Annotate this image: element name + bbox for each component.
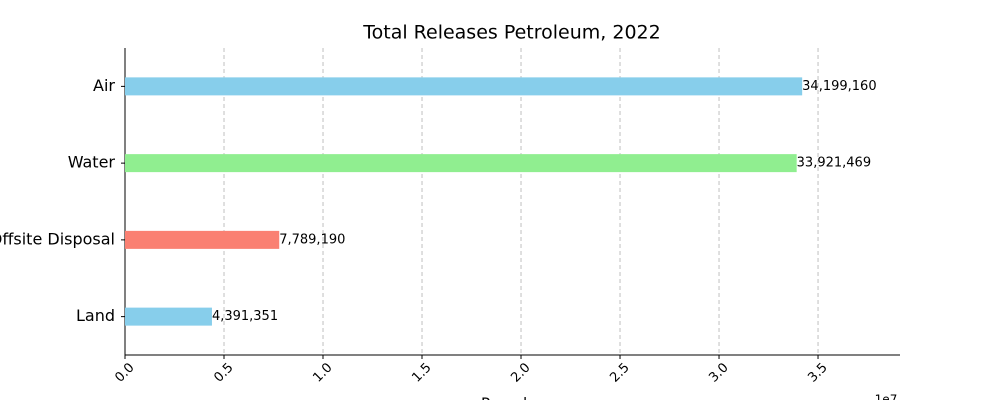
x-tick-label: 0.0 bbox=[112, 360, 137, 385]
y-tick-label: Water bbox=[68, 153, 116, 172]
x-tick-label: 0.5 bbox=[211, 360, 236, 385]
x-offset-label: 1e7 bbox=[875, 393, 898, 400]
value-label: 7,789,190 bbox=[279, 232, 345, 247]
value-label: 34,199,160 bbox=[802, 79, 876, 94]
chart-title: Total Releases Petroleum, 2022 bbox=[362, 22, 660, 44]
bar bbox=[125, 77, 803, 96]
x-tick-label: 3.5 bbox=[805, 360, 830, 385]
value-label: 33,921,469 bbox=[797, 156, 871, 171]
bar bbox=[125, 230, 280, 249]
x-tick-label: 1.0 bbox=[310, 360, 335, 385]
y-tick-label: Air bbox=[93, 76, 115, 95]
x-tick-label: 2.5 bbox=[607, 360, 632, 385]
x-tick-label: 1.5 bbox=[409, 360, 434, 385]
bar bbox=[125, 154, 797, 173]
value-label: 4,391,351 bbox=[212, 309, 278, 324]
x-tick-label: 3.0 bbox=[706, 360, 731, 385]
x-axis-label: Pounds bbox=[481, 395, 535, 400]
y-tick-label: Offsite Disposal bbox=[0, 229, 115, 248]
y-tick-label: Land bbox=[76, 306, 115, 325]
x-tick-label: 2.0 bbox=[508, 360, 533, 385]
bar bbox=[125, 307, 212, 326]
